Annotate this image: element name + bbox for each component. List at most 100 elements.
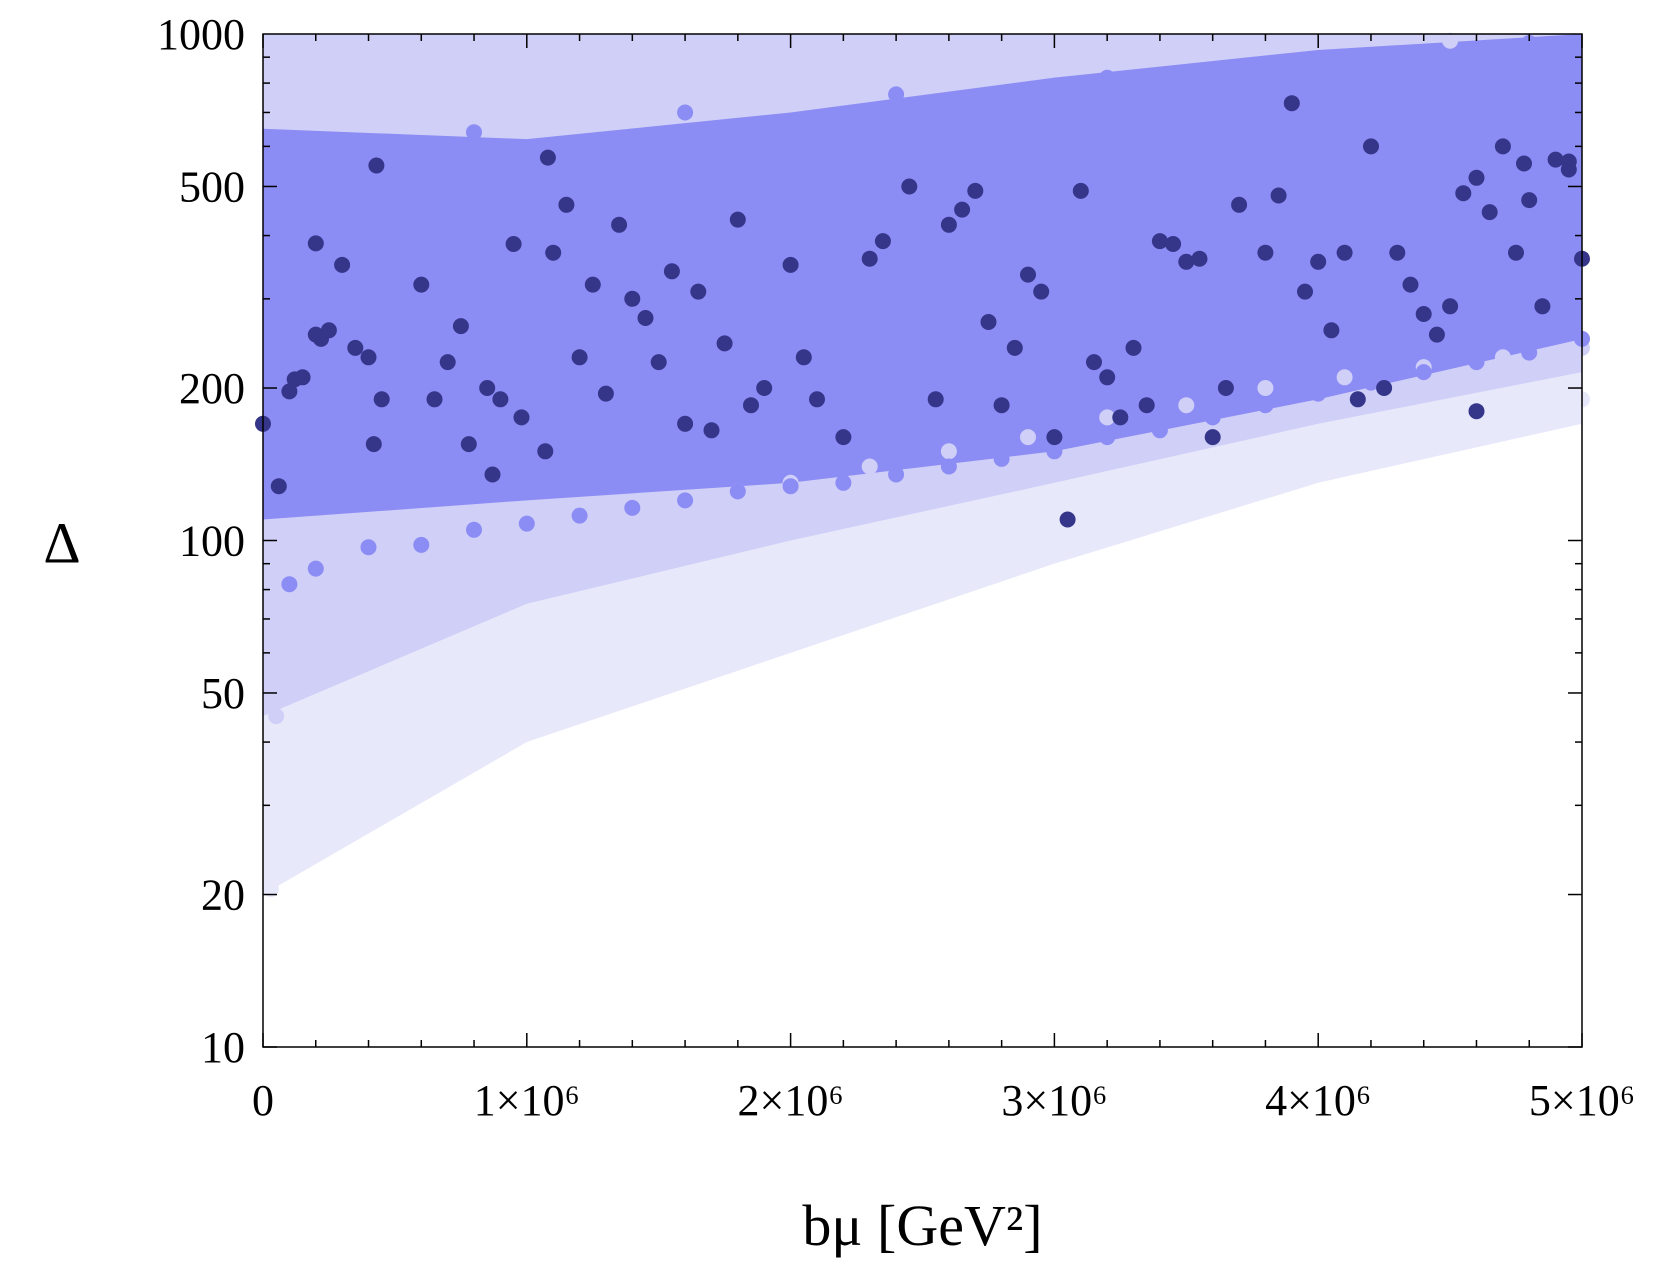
point-series-1 — [307, 763, 324, 780]
point-series-4 — [513, 409, 530, 426]
point-series-4 — [637, 310, 654, 326]
point-series-2 — [1020, 429, 1036, 446]
point-series-4 — [479, 380, 496, 396]
point-series-4 — [368, 157, 385, 174]
point-series-1 — [281, 812, 298, 829]
point-series-4 — [1270, 187, 1287, 204]
point-series-4 — [611, 216, 628, 233]
point-series-2 — [294, 664, 311, 680]
point-series-3 — [466, 521, 482, 538]
point-series-1 — [624, 627, 641, 644]
y-tick-label: 100 — [179, 517, 245, 566]
point-series-2 — [940, 443, 957, 460]
point-series-4 — [677, 415, 694, 432]
point-series-4 — [545, 244, 562, 261]
point-series-1 — [1442, 415, 1459, 432]
point-series-4 — [1428, 326, 1445, 343]
point-series-4 — [690, 283, 707, 300]
point-series-4 — [927, 391, 944, 408]
x-tick-label: 1×10⁶ — [474, 1076, 580, 1125]
point-series-3 — [307, 560, 324, 577]
point-series-2 — [1442, 32, 1459, 49]
y-tick-label: 1000 — [157, 10, 245, 59]
y-tick-label: 200 — [179, 364, 245, 413]
point-series-4 — [1521, 192, 1538, 209]
density-bands — [263, 34, 1582, 895]
point-series-4 — [1323, 322, 1340, 339]
point-series-4 — [1336, 244, 1353, 261]
point-series-1 — [677, 581, 694, 598]
point-series-4 — [1516, 155, 1532, 172]
point-series-3 — [360, 539, 377, 556]
point-series-1 — [386, 734, 403, 751]
point-series-3 — [940, 458, 957, 475]
point-series-4 — [1165, 236, 1182, 252]
point-series-2 — [1336, 369, 1353, 386]
point-series-3 — [1363, 374, 1379, 391]
point-series-4 — [967, 182, 984, 199]
point-series-2 — [320, 627, 337, 644]
point-series-4 — [484, 466, 501, 483]
point-series-4 — [795, 349, 812, 366]
data-points — [255, 32, 1590, 898]
point-series-4 — [281, 383, 298, 400]
point-series-4 — [439, 354, 456, 371]
point-series-4 — [1415, 306, 1432, 322]
point-series-4 — [1547, 151, 1564, 168]
point-series-4 — [1560, 153, 1577, 170]
point-series-2 — [360, 581, 377, 598]
point-series-3 — [624, 499, 641, 516]
point-series-3 — [835, 474, 852, 491]
point-series-3 — [518, 515, 535, 532]
y-axis-title: Δ — [43, 511, 80, 576]
point-series-1 — [1283, 443, 1300, 460]
point-series-2 — [650, 501, 667, 518]
point-series-2 — [861, 458, 878, 475]
point-series-4 — [743, 397, 759, 414]
point-series-3 — [1151, 422, 1168, 439]
point-series-4 — [703, 422, 720, 439]
point-series-4 — [624, 290, 641, 307]
point-series-4 — [1125, 339, 1142, 356]
point-series-3 — [782, 478, 799, 495]
point-series-4 — [492, 391, 509, 408]
point-series-4 — [809, 391, 825, 408]
point-series-1 — [809, 581, 825, 598]
point-series-4 — [1086, 354, 1102, 371]
point-series-4 — [460, 436, 477, 453]
point-series-3 — [888, 86, 905, 103]
point-series-4 — [1033, 283, 1050, 300]
point-series-4 — [334, 256, 351, 273]
point-series-4 — [1389, 244, 1406, 261]
point-series-1 — [1125, 474, 1142, 491]
point-series-2 — [268, 708, 285, 725]
point-series-4 — [1310, 253, 1327, 270]
point-series-1 — [518, 644, 535, 661]
point-series-4 — [1455, 185, 1472, 202]
point-series-2 — [413, 555, 430, 572]
point-series-4 — [1442, 298, 1459, 315]
point-series-2 — [1494, 349, 1511, 366]
point-series-4 — [426, 391, 443, 408]
point-series-3 — [281, 576, 298, 593]
point-series-4 — [1006, 339, 1023, 356]
point-series-4 — [901, 178, 918, 195]
point-series-3 — [1099, 69, 1116, 86]
point-series-4 — [1494, 138, 1511, 155]
point-series-2 — [1099, 409, 1116, 426]
point-series-4 — [729, 211, 746, 228]
point-series-4 — [1072, 182, 1089, 199]
y-tick-label: 500 — [179, 162, 245, 211]
point-series-4 — [1178, 253, 1195, 270]
point-series-1 — [347, 745, 364, 762]
y-tick-label: 50 — [201, 669, 245, 718]
point-series-3 — [677, 492, 694, 509]
point-series-2 — [571, 521, 588, 538]
point-series-3 — [888, 466, 905, 483]
point-series-4 — [1349, 391, 1366, 408]
point-series-3 — [729, 483, 746, 500]
point-series-1 — [262, 881, 279, 898]
point-series-4 — [307, 235, 324, 252]
point-series-3 — [1099, 429, 1116, 446]
